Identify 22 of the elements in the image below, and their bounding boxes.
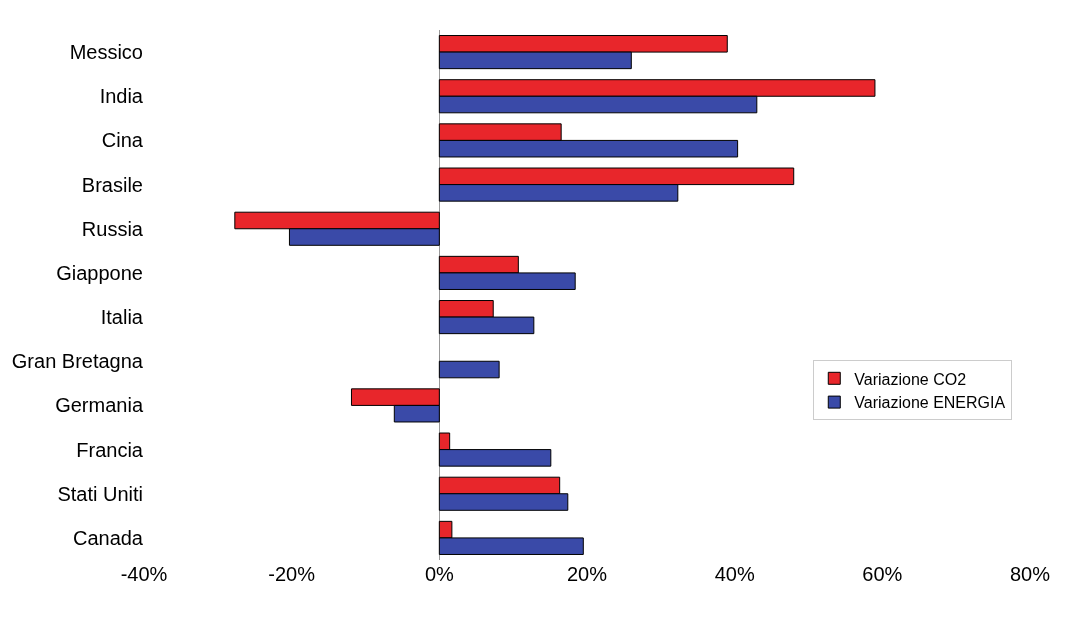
y-tick-label: Francia xyxy=(76,438,144,461)
x-tick-label: 80% xyxy=(1009,563,1051,585)
y-tick-label: Brasile xyxy=(81,173,143,196)
y-tick-label: Canada xyxy=(72,526,144,549)
y-tick-label: Messico xyxy=(69,41,143,64)
y-tick-label: Russia xyxy=(81,217,144,240)
y-tick-label: Cina xyxy=(101,129,144,152)
y-tick-label: Gran Bretagna xyxy=(11,350,144,373)
y-tick-label: Germania xyxy=(55,394,144,417)
x-tick-label: 40% xyxy=(714,563,755,585)
bar xyxy=(438,360,500,379)
x-tick-label: -40% xyxy=(120,563,168,585)
x-tick-label: 0% xyxy=(424,563,454,585)
legend-label: Variazione ENERGIA xyxy=(854,394,1006,412)
x-tick-label: 20% xyxy=(566,563,608,585)
y-tick-label: Stati Uniti xyxy=(57,482,143,505)
y-tick-label: Italia xyxy=(100,306,144,329)
x-tick-label: 60% xyxy=(862,563,903,585)
y-tick-label: India xyxy=(99,85,144,108)
legend-label: Variazione CO2 xyxy=(854,370,967,388)
y-tick-label: Giappone xyxy=(56,261,143,284)
x-tick-label: -20% xyxy=(268,563,316,585)
